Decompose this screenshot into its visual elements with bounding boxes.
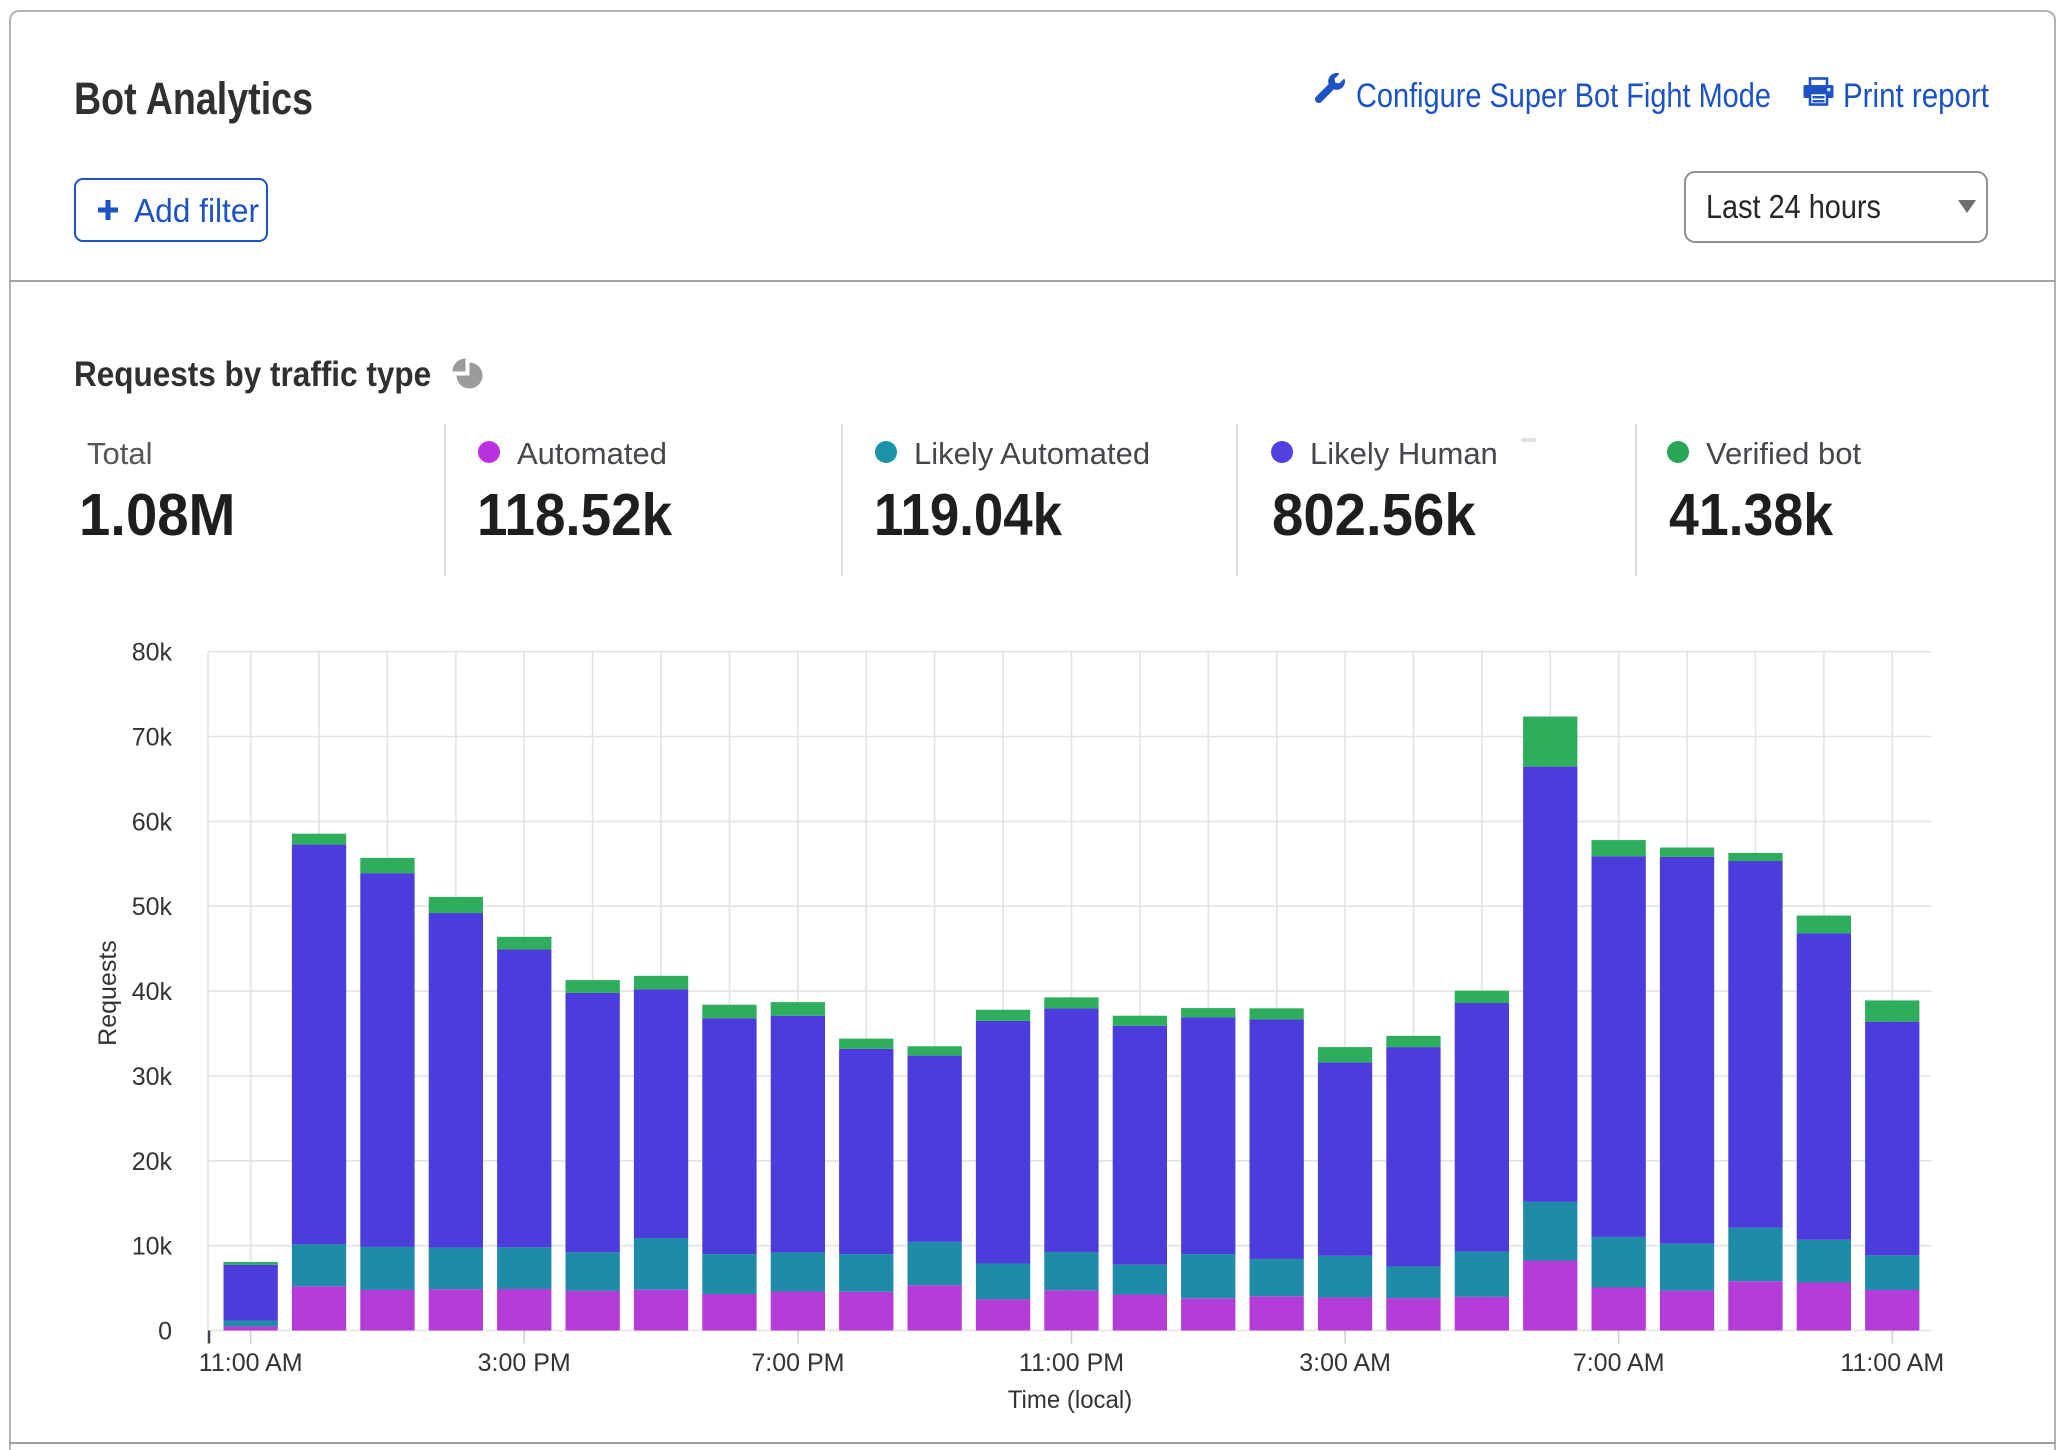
svg-text:30k: 30k — [132, 1063, 173, 1091]
svg-text:Time (local): Time (local) — [1008, 1387, 1132, 1415]
svg-text:0: 0 — [158, 1318, 172, 1346]
svg-text:60k: 60k — [132, 808, 173, 836]
svg-text:50k: 50k — [132, 893, 173, 921]
svg-text:7:00 PM: 7:00 PM — [751, 1349, 844, 1377]
svg-text:11:00 PM: 11:00 PM — [1019, 1349, 1124, 1377]
svg-text:20k: 20k — [132, 1148, 173, 1176]
svg-text:3:00 AM: 3:00 AM — [1299, 1349, 1391, 1377]
svg-text:Requests: Requests — [94, 940, 122, 1046]
svg-text:70k: 70k — [132, 724, 173, 752]
svg-text:40k: 40k — [132, 978, 173, 1006]
svg-text:7:00 AM: 7:00 AM — [1573, 1349, 1665, 1377]
svg-text:11:00 AM: 11:00 AM — [1840, 1349, 1944, 1377]
svg-text:3:00 PM: 3:00 PM — [478, 1349, 571, 1377]
svg-text:10k: 10k — [132, 1233, 173, 1261]
svg-text:11:00 AM: 11:00 AM — [199, 1349, 303, 1377]
svg-text:80k: 80k — [132, 639, 173, 667]
